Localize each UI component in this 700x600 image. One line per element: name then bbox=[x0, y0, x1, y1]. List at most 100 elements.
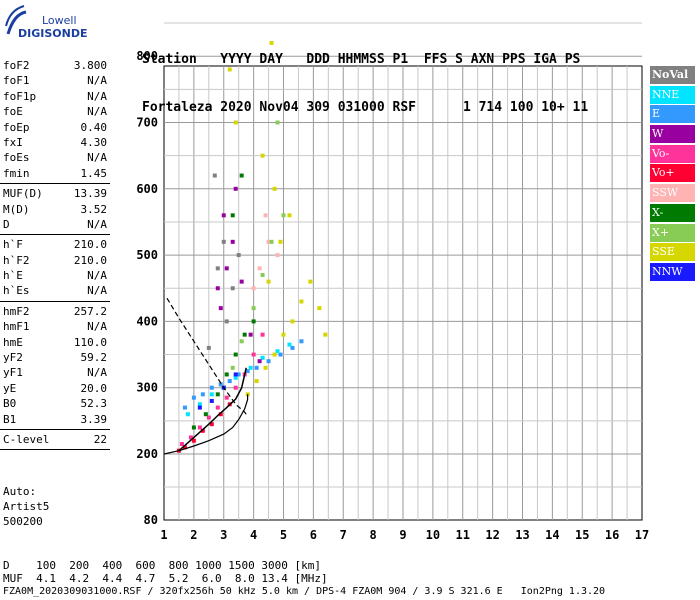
echo-point bbox=[257, 266, 262, 271]
y-tick-label: 200 bbox=[136, 447, 158, 461]
param-name: h`E bbox=[3, 269, 23, 283]
y-tick-label: 80 bbox=[144, 513, 158, 527]
echo-point bbox=[251, 352, 256, 357]
param-name: fmin bbox=[3, 166, 30, 180]
legend-label: SSW bbox=[652, 186, 679, 200]
x-tick-label: 4 bbox=[250, 528, 257, 542]
echo-point bbox=[266, 279, 271, 284]
x-tick-label: 3 bbox=[220, 528, 227, 542]
echo-point bbox=[191, 425, 196, 430]
profile-lines bbox=[163, 297, 249, 455]
param-name: foF1 bbox=[3, 74, 30, 88]
echo-point bbox=[227, 379, 232, 384]
echo-point bbox=[263, 365, 268, 370]
param-group-confidence: C-level 22 bbox=[0, 432, 110, 447]
param-name: M(D) bbox=[3, 202, 30, 216]
header-label-p1: P1 bbox=[392, 52, 409, 67]
param-group-frequencies: foF2 3.800 foF1 N/A foF1p N/A foE N/A foEp 0.… bbox=[0, 58, 110, 181]
y-tick-label: 400 bbox=[136, 314, 158, 328]
header-label-s: S bbox=[455, 52, 463, 67]
data-points bbox=[176, 40, 328, 453]
echo-point bbox=[254, 379, 259, 384]
param-value: 4.30 bbox=[80, 135, 108, 149]
x-tick-label: 16 bbox=[605, 528, 619, 542]
echo-point bbox=[266, 239, 271, 244]
profile-curve bbox=[163, 394, 249, 455]
echo-point bbox=[221, 239, 226, 244]
echo-point bbox=[275, 253, 280, 258]
legend-label: Vo+ bbox=[652, 166, 675, 180]
header-label-yyyy: YYYY bbox=[220, 52, 252, 67]
echo-point bbox=[251, 306, 256, 311]
cell: 1500 bbox=[228, 559, 255, 572]
legend-item: X+ bbox=[650, 223, 695, 242]
param-value: 59.2 bbox=[80, 351, 108, 365]
divider bbox=[0, 183, 110, 185]
cell: 1000 bbox=[195, 559, 222, 572]
header-label-station: Station bbox=[142, 52, 197, 67]
param-value: 257.2 bbox=[73, 304, 107, 318]
param-row: hmF1 N/A bbox=[0, 319, 110, 334]
x-tick-label: 11 bbox=[456, 528, 470, 542]
distance-row: D 100 200 400 600 800 1000 1500 3000 [km… bbox=[3, 559, 328, 572]
param-name: foEp bbox=[3, 120, 30, 134]
echo-point bbox=[242, 332, 247, 337]
station-header: Station YYYY DAY DDD HHMMSS P1 FFS S AXN… bbox=[142, 20, 588, 132]
echo-point bbox=[188, 435, 193, 440]
echo-point bbox=[260, 355, 265, 360]
param-value: 110.0 bbox=[73, 335, 107, 349]
echo-point bbox=[233, 186, 238, 191]
echo-point bbox=[239, 339, 244, 344]
legend-label: NNE bbox=[652, 87, 680, 101]
echo-point bbox=[287, 342, 292, 347]
echo-point bbox=[233, 372, 238, 377]
echo-point bbox=[179, 442, 184, 447]
echo-point bbox=[248, 365, 253, 370]
divider bbox=[0, 234, 110, 236]
echo-point bbox=[209, 385, 214, 390]
param-row: foEp 0.40 bbox=[0, 120, 110, 135]
x-tick-label: 15 bbox=[575, 528, 589, 542]
legend-item: NNE bbox=[650, 85, 695, 104]
param-name: yF1 bbox=[3, 366, 23, 380]
echo-point bbox=[290, 319, 295, 324]
autoscaled-trace bbox=[178, 367, 247, 452]
param-name: fxI bbox=[3, 135, 23, 149]
legend-label: E bbox=[652, 107, 661, 121]
param-value: N/A bbox=[87, 151, 107, 165]
param-row: C-level 22 bbox=[0, 432, 110, 447]
param-name: foE bbox=[3, 105, 23, 119]
x-tick-label: 1 bbox=[160, 528, 167, 542]
y-tick-label: 500 bbox=[136, 248, 158, 262]
param-value: 52.3 bbox=[80, 397, 108, 411]
echo-point bbox=[215, 392, 220, 397]
param-name: foF1p bbox=[3, 89, 37, 103]
param-row: foF1p N/A bbox=[0, 89, 110, 104]
x-tick-label: 9 bbox=[399, 528, 406, 542]
param-value: 13.39 bbox=[73, 187, 107, 201]
echo-point bbox=[269, 40, 274, 45]
param-value: 3.39 bbox=[80, 412, 108, 426]
file-info-footer: FZA0M_2020309031000.RSF / 320fx256h 50 k… bbox=[3, 586, 606, 597]
header-value-ddd: 309 bbox=[306, 100, 330, 115]
echo-point bbox=[197, 425, 202, 430]
muf-distance-table: D 100 200 400 600 800 1000 1500 3000 [km… bbox=[3, 559, 328, 585]
echo-point bbox=[278, 352, 283, 357]
header-value-axn: 714 bbox=[478, 100, 503, 115]
param-name: C-level bbox=[3, 432, 50, 446]
echo-point bbox=[200, 392, 205, 397]
echo-point bbox=[224, 319, 229, 324]
param-value: 210.0 bbox=[73, 253, 107, 267]
param-row: hmF2 257.2 bbox=[0, 304, 110, 319]
echo-point bbox=[197, 405, 202, 410]
echo-point bbox=[272, 186, 277, 191]
artist-line: Auto: bbox=[3, 485, 37, 498]
header-labels: Station YYYY DAY DDD HHMMSS P1 FFS S AXN… bbox=[142, 52, 588, 68]
legend-label: W bbox=[652, 127, 664, 141]
echo-point bbox=[233, 385, 238, 390]
echo-point bbox=[275, 349, 280, 354]
legend-item: W bbox=[650, 125, 695, 144]
cell: [MHz] bbox=[294, 572, 328, 585]
param-value: 210.0 bbox=[73, 238, 107, 252]
param-row: fmin 1.45 bbox=[0, 166, 110, 181]
